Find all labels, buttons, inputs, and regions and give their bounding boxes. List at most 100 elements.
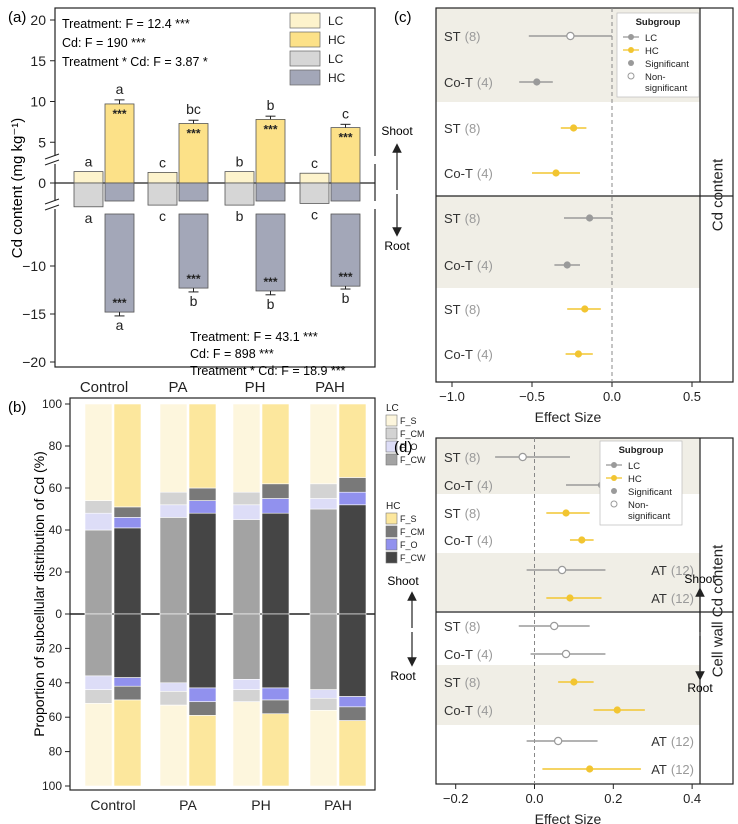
bar-root-hc-f-cw: [338, 613, 367, 697]
ytick-label-zero: 0: [38, 175, 46, 191]
panel-c-organ-arrow: Shoot Root: [381, 124, 413, 253]
legend-box: [599, 440, 683, 526]
letter-lc-root: b: [236, 208, 244, 224]
row-label: AT (12): [651, 734, 694, 749]
legend-label: F_S: [400, 416, 417, 426]
row-label: ST (8): [444, 211, 481, 226]
bar-shoot-lc-f-cw: [232, 519, 261, 615]
panel-c-label: (c): [394, 9, 412, 26]
panel-a-legend: LC HC LC HC: [289, 12, 346, 86]
legend-label: F_S: [400, 514, 417, 524]
row-label-n: (8): [465, 619, 481, 634]
row-label-name: ST: [444, 450, 461, 465]
bar-root-hc-f-cm: [261, 699, 290, 715]
row-label-name: ST: [444, 506, 461, 521]
row-label-name: Co-T: [444, 75, 473, 90]
bar-root-hc-f-cm: [338, 706, 367, 721]
panel-d-plot: −0.2 0.0 0.2 0.4 Effect Size Cell wall Cd con…: [435, 437, 734, 824]
bar-root-lc-f-cm: [232, 689, 261, 703]
panel-d-organ-arrow: Shoot Root: [684, 572, 716, 695]
legend-lc-point: [611, 462, 617, 468]
row-label-n: (12): [671, 591, 694, 606]
row-label: Co-T (4): [444, 258, 493, 273]
bar-root-hc-f-s: [113, 699, 142, 787]
panel-b-yticks: 100 80 60 40 20 0 20 40 60 80 100: [42, 397, 70, 793]
bar-shoot-lc-f-cm: [309, 483, 338, 499]
bar-shoot-hc-f-cw: [338, 504, 367, 615]
row-label: Co-T (4): [444, 703, 493, 718]
bar-shoot-lc-f-cm: [232, 491, 261, 506]
legend-nonsignificant-marker: [627, 72, 635, 80]
row-label-name: ST: [444, 675, 461, 690]
point-significant: [562, 509, 570, 517]
letter-lc-shoot: b: [236, 154, 244, 170]
point-nonsignificant: [566, 31, 575, 41]
legend-nonsignificant-line: Non-: [628, 500, 649, 511]
legend-nonsignificant-marker: [610, 500, 618, 508]
ytick-label: 20: [49, 641, 63, 655]
axis-break-mark: [44, 159, 60, 166]
bar-root-lc-f-s: [84, 703, 113, 787]
panel-a: (a) Cd content (mg kg⁻¹) 20 15 10 0 −10 −15 −2…: [8, 7, 379, 396]
letter-lc-root: a: [85, 210, 93, 226]
legend-label: F_CM: [400, 527, 425, 537]
legend-lc-label: LC: [628, 461, 640, 472]
legend-swatch: [289, 69, 321, 86]
bar-shoot-hc-f-cm: [338, 477, 367, 493]
axis-break-gap: [45, 156, 379, 164]
point-significant: [581, 305, 589, 313]
panel-a-ylabel: Cd content (mg kg⁻¹): [9, 118, 26, 258]
row-label-n: (4): [477, 647, 493, 662]
stars-hc-root: ***: [338, 270, 352, 284]
axis-break-mark: [44, 204, 60, 211]
category-label: Control: [80, 379, 128, 396]
row-label-name: AT: [651, 563, 667, 578]
bar-lc-root: [224, 182, 255, 206]
stats-top-line-1: Treatment: F = 12.4 ***: [62, 17, 190, 31]
letter-lc-root: c: [159, 208, 166, 224]
row-label-name: ST: [444, 29, 461, 44]
row-label-n: (12): [671, 563, 694, 578]
bar-lc-root: [73, 182, 104, 208]
row-label: Co-T (4): [444, 533, 493, 548]
ytick-label: 10: [30, 94, 46, 110]
legend-label: F_CW: [400, 455, 426, 465]
letter-lc-root: c: [311, 206, 318, 222]
bar-root-lc-f-cw: [232, 613, 261, 680]
panel-b: (b) Proportion of subcellular distributi…: [8, 397, 426, 813]
bar-shoot-hc-f-o: [338, 491, 367, 506]
bar-root-hc-f-s: [261, 713, 290, 787]
bar-hc-shoot: [330, 127, 361, 184]
legend-label: F_O: [400, 540, 418, 550]
panel-b-ylabel: Proportion of subcellular distribution o…: [31, 451, 47, 737]
point-significant: [586, 765, 594, 773]
bar-hc-shoot: [178, 123, 209, 184]
point-significant: [574, 350, 583, 358]
bar-shoot-hc-f-cm: [113, 506, 142, 518]
category-label: PA: [179, 797, 197, 813]
point-significant: [552, 169, 560, 177]
point-significant: [613, 706, 621, 714]
row-label: AT (12): [651, 762, 694, 777]
row-label-name: Co-T: [444, 647, 473, 662]
bar-root-lc-f-s: [159, 704, 188, 787]
letter-lc-shoot: a: [85, 154, 93, 170]
category-label: PAH: [324, 797, 352, 813]
legend-nonsignificant-label: Non-significant: [628, 500, 671, 522]
bar-root-lc-f-cm: [309, 697, 338, 711]
category-label: Control: [90, 797, 135, 813]
row-label: ST (8): [444, 450, 481, 465]
point-significant: [566, 594, 574, 602]
bar-shoot-lc-f-cm: [84, 500, 113, 514]
legend-swatch: [385, 440, 398, 453]
row-label-n: (4): [477, 166, 493, 181]
row-label: ST (8): [444, 29, 481, 44]
row-label: Co-T (4): [444, 347, 493, 362]
row-label-n: (4): [477, 703, 493, 718]
point-significant: [578, 536, 586, 544]
stats-top-line-2: Cd: F = 190 ***: [62, 36, 146, 50]
row-label-n: (8): [465, 121, 481, 136]
ytick-label: 40: [49, 676, 63, 690]
row-label-name: Co-T: [444, 347, 473, 362]
bar-shoot-hc-f-o: [188, 500, 217, 514]
